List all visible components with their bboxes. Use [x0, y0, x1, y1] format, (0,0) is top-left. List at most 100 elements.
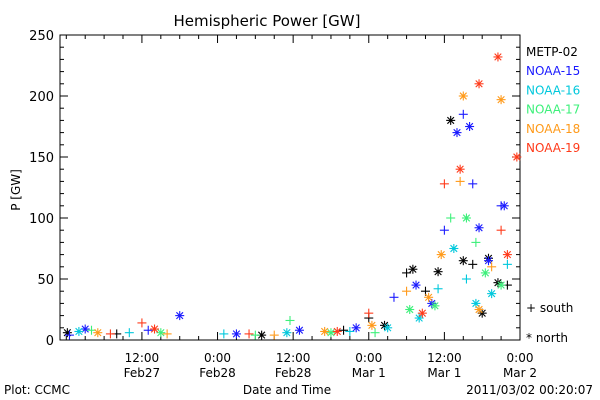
marker-legend: + south * north — [526, 301, 573, 345]
y-tick-label: 200 — [29, 90, 54, 105]
data-point-north — [480, 268, 490, 278]
legend-entry: NOAA-18 — [526, 122, 580, 136]
legend: METP-02 NOAA-15 NOAA-16 NOAA-17 NOAA-18 NOAA-… — [526, 45, 580, 155]
data-point-north — [320, 326, 330, 336]
marker-legend-entry: * north — [526, 331, 568, 345]
data-point-north — [62, 328, 72, 338]
data-point-north — [332, 326, 342, 336]
data-point-north — [436, 250, 446, 260]
data-point-south — [389, 292, 399, 302]
y-tick-label: 50 — [37, 273, 54, 288]
data-point-south — [471, 237, 481, 247]
data-point-north — [326, 328, 336, 338]
data-point-north — [433, 267, 443, 277]
data-point-south — [345, 326, 355, 336]
data-point-north — [430, 301, 440, 311]
data-point-south — [468, 179, 478, 189]
x-tick-time-label: 12:00 — [427, 351, 462, 365]
x-tick-time-label: 0:00 — [355, 351, 382, 365]
data-point-north — [449, 244, 459, 253]
data-point-south — [250, 330, 260, 340]
data-point-north — [474, 305, 484, 314]
data-point-south — [64, 330, 74, 340]
x-axis-label: Date and Time — [243, 383, 331, 397]
y-tick-label: 250 — [29, 29, 54, 44]
legend-entry: NOAA-15 — [526, 64, 580, 78]
legend-entry: NOAA-19 — [526, 141, 580, 155]
data-point-north — [417, 308, 427, 318]
data-point-north — [458, 91, 468, 101]
x-tick-date-label: Feb28 — [275, 366, 312, 380]
data-point-south — [402, 286, 412, 296]
data-point-south — [364, 308, 374, 318]
data-point-north — [461, 213, 471, 223]
data-point-south — [461, 274, 471, 284]
data-point-south — [439, 179, 449, 189]
data-point-north — [294, 325, 304, 335]
data-point-north — [487, 289, 497, 299]
data-point-south — [269, 330, 279, 340]
x-tick-date-label: Feb28 — [199, 366, 236, 380]
plot-credit: Plot: CCMC — [4, 383, 70, 397]
data-point-south — [458, 109, 468, 119]
data-point-south — [143, 325, 153, 335]
data-point-north — [474, 79, 484, 89]
data-point-north — [496, 280, 506, 290]
data-point-north — [512, 152, 522, 162]
data-point-south — [502, 259, 512, 269]
x-tick-time-label: 0:00 — [204, 351, 231, 365]
data-point-north — [282, 328, 292, 338]
data-point-south — [285, 315, 295, 325]
data-point-north — [496, 95, 506, 105]
y-axis-label: P [GW] — [9, 169, 23, 211]
data-point-south — [402, 268, 412, 278]
data-point-north — [474, 223, 484, 233]
y-tick-label: 100 — [29, 212, 54, 227]
data-point-north — [452, 128, 462, 138]
data-point-north — [483, 256, 493, 266]
chart-title: Hemispheric Power [GW] — [174, 12, 361, 30]
data-point-north — [499, 201, 509, 211]
data-point-north — [156, 328, 166, 338]
x-tick-date-label: Mar 2 — [503, 366, 537, 380]
data-point-north — [446, 115, 456, 125]
marker-legend-entry: + south — [526, 301, 573, 315]
data-point-south — [439, 225, 449, 235]
data-point-south — [137, 318, 147, 328]
x-tick-time-label: 12:00 — [125, 351, 160, 365]
data-point-north — [455, 164, 465, 174]
data-point-south — [87, 325, 97, 335]
data-point-north — [367, 320, 377, 330]
data-point-north — [383, 323, 393, 333]
legend-entry: NOAA-16 — [526, 83, 580, 97]
data-point-north — [411, 280, 421, 290]
data-point-south — [468, 259, 478, 269]
data-point-north — [93, 328, 103, 338]
data-point-south — [339, 325, 349, 335]
data-point-north — [424, 292, 434, 302]
data-point-south — [446, 213, 456, 223]
data-point-north — [414, 313, 424, 323]
data-point-south — [105, 329, 115, 339]
plot-frame — [59, 34, 521, 341]
data-point-north — [231, 329, 241, 339]
x-tick-date-label: Feb27 — [124, 366, 161, 380]
data-point-north — [175, 311, 185, 321]
data-point-north — [150, 324, 160, 334]
legend-entry: METP-02 — [526, 45, 578, 59]
y-tick-label: 150 — [29, 151, 54, 166]
data-point-south — [455, 176, 465, 186]
y-tick-label: 0 — [46, 334, 54, 349]
data-point-north — [351, 323, 361, 333]
data-point-north — [405, 305, 415, 314]
data-point-south — [162, 329, 172, 339]
data-point-south — [124, 328, 134, 338]
data-point-north — [465, 122, 475, 131]
data-points — [62, 52, 522, 340]
plot-timestamp: 2011/03/02 00:20:07 — [466, 383, 593, 397]
data-point-north — [408, 264, 418, 274]
data-point-south — [487, 262, 497, 272]
data-point-south — [433, 284, 443, 294]
